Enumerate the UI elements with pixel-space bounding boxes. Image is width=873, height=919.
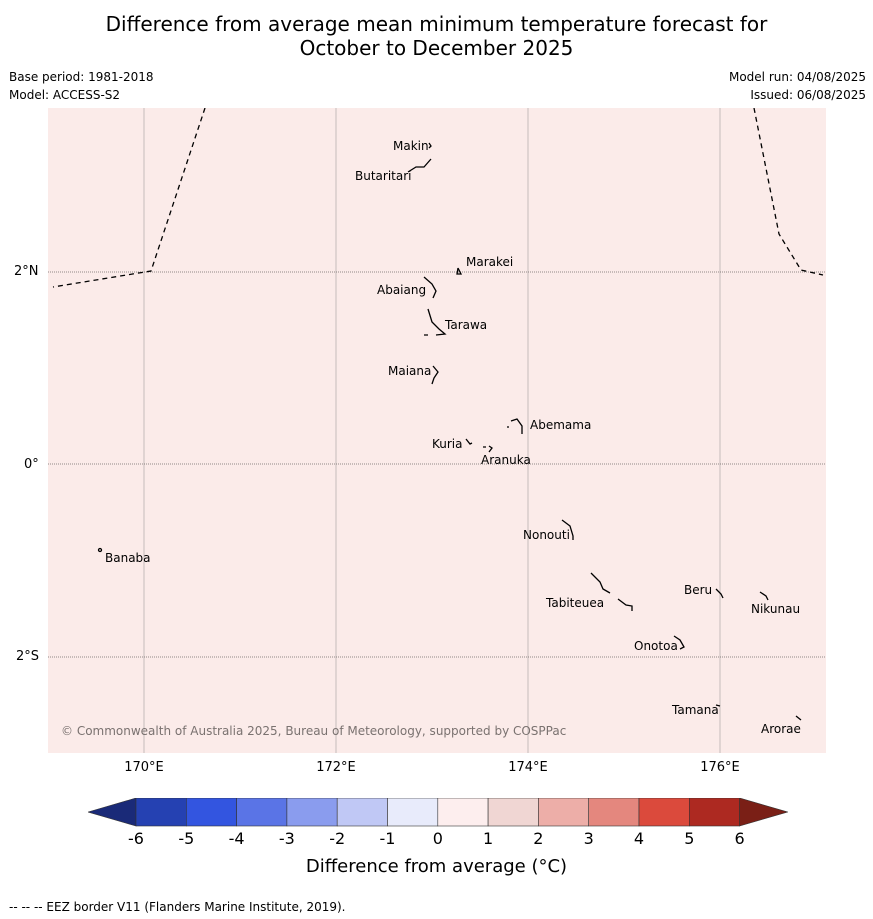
colorbar-extend-low xyxy=(88,798,137,827)
island-shape-nikunau xyxy=(759,591,769,601)
colorbar-tick-label: 4 xyxy=(633,829,645,848)
lon-gridlines xyxy=(143,108,721,753)
colorbar-tick-label: 2 xyxy=(533,829,544,848)
eez-border-east xyxy=(753,108,824,276)
colorbar-tick-label: 1 xyxy=(483,829,494,848)
colorbar-cell xyxy=(236,798,288,827)
lon-label-172e: 172°E xyxy=(316,760,356,775)
colorbar-cell xyxy=(538,798,589,827)
lat-label-2s: 2°S xyxy=(16,649,40,664)
island-shape-tarawa xyxy=(424,308,447,336)
colorbar-tick-label: -5 xyxy=(178,829,195,848)
colorbar xyxy=(88,798,788,827)
island-shape-kuria xyxy=(465,438,473,445)
map-panel: Makin Butaritari Marakei Abaiang Tarawa … xyxy=(48,108,826,753)
island-label-abemama: Abemama xyxy=(530,418,592,432)
island-label-marakei: Marakei xyxy=(466,255,514,269)
island-shape-makin xyxy=(428,142,432,149)
island-shape-tamana xyxy=(715,704,721,707)
eez-footnote: -- -- -- EEZ border V11 (Flanders Marine… xyxy=(9,900,346,914)
meta-left: Base period: 1981-2018 Model: ACCESS-S2 xyxy=(9,68,154,104)
colorbar-cell xyxy=(387,798,439,827)
colorbar-extend-high xyxy=(739,798,788,827)
island-shape-maiana xyxy=(431,365,439,385)
island-label-tamana: Tamana xyxy=(672,703,719,717)
colorbar-cells xyxy=(88,798,788,827)
island-shape-arorae xyxy=(795,715,802,721)
lat-label-2n: 2°N xyxy=(14,264,39,279)
meta-right: Model run: 04/08/2025 Issued: 06/08/2025 xyxy=(729,68,866,104)
island-shape-tabiteuea xyxy=(590,572,633,611)
colorbar-cell xyxy=(638,798,690,827)
eez-border-west xyxy=(52,108,206,288)
island-shape-onotoa xyxy=(673,635,685,650)
island-shape-beru xyxy=(715,588,724,599)
colorbar-cell xyxy=(186,798,237,827)
model-run: Model run: 04/08/2025 xyxy=(728,70,866,84)
lat-gridlines xyxy=(48,271,826,658)
island-shape-abaiang xyxy=(423,276,437,299)
colorbar-cell xyxy=(336,798,388,827)
colorbar-cell xyxy=(588,798,640,827)
colorbar-cell xyxy=(286,798,338,827)
island-label-makin: Makin xyxy=(393,139,429,153)
colorbar-cell xyxy=(135,798,187,827)
island-shape-aranuka xyxy=(483,445,493,453)
colorbar-tick-label: 6 xyxy=(734,829,745,848)
island-label-butaritari: Butaritari xyxy=(355,169,412,183)
island-label-abaiang: Abaiang xyxy=(377,283,427,297)
island-label-maiana: Maiana xyxy=(388,364,432,378)
island-label-nonouti: Nonouti xyxy=(523,528,570,542)
issued-date: Issued: 06/08/2025 xyxy=(750,88,866,102)
island-label-tabiteuea: Tabiteuea xyxy=(546,596,605,610)
colorbar-tick-label: -3 xyxy=(278,829,295,848)
colorbar-tick-label: -4 xyxy=(228,829,245,848)
island-label-kuria: Kuria xyxy=(432,437,463,451)
island-label-arorae: Arorae xyxy=(761,722,801,736)
colorbar-tick-label: 3 xyxy=(583,829,594,848)
colorbar-cell xyxy=(487,798,539,827)
lat-label-equator: 0° xyxy=(24,457,39,472)
island-label-aranuka: Aranuka xyxy=(481,453,531,467)
title-line-1: Difference from average mean minimum tem… xyxy=(105,12,768,36)
lon-label-170e: 170°E xyxy=(124,760,164,775)
colorbar-tick-label: -6 xyxy=(128,829,144,848)
island-shape-butaritari xyxy=(407,158,432,173)
map-svg xyxy=(48,108,826,753)
title-line-2: October to December 2025 xyxy=(299,36,574,60)
island-shape-marakei xyxy=(456,267,463,275)
colorbar-tick-label: -2 xyxy=(329,829,346,848)
base-period: Base period: 1981-2018 xyxy=(9,70,154,84)
island-shape-banaba xyxy=(97,547,103,553)
colorbar-cell xyxy=(437,798,489,827)
colorbar-cell xyxy=(688,798,740,827)
eez-borders xyxy=(52,108,824,288)
colorbar-tick-label: 5 xyxy=(684,829,695,848)
model-name: Model: ACCESS-S2 xyxy=(9,88,121,102)
island-label-nikunau: Nikunau xyxy=(751,602,801,616)
island-label-beru: Beru xyxy=(684,583,713,597)
copyright-notice: © Commonwealth of Australia 2025, Bureau… xyxy=(61,724,567,738)
island-shape-nonouti xyxy=(561,519,574,540)
island-label-onotoa: Onotoa xyxy=(634,639,678,653)
colorbar-title: Difference from average (°C) xyxy=(305,856,568,877)
island-shape-abemama xyxy=(507,418,523,434)
lon-label-174e: 174°E xyxy=(508,760,548,775)
map-title: Difference from average mean minimum tem… xyxy=(0,12,873,60)
island-label-tarawa: Tarawa xyxy=(445,318,488,332)
island-label-banaba: Banaba xyxy=(105,551,151,565)
colorbar-tick-label: -1 xyxy=(379,829,396,848)
lon-label-176e: 176°E xyxy=(700,760,740,775)
island-outlines xyxy=(97,142,802,721)
colorbar-tick-label: 0 xyxy=(432,829,443,848)
